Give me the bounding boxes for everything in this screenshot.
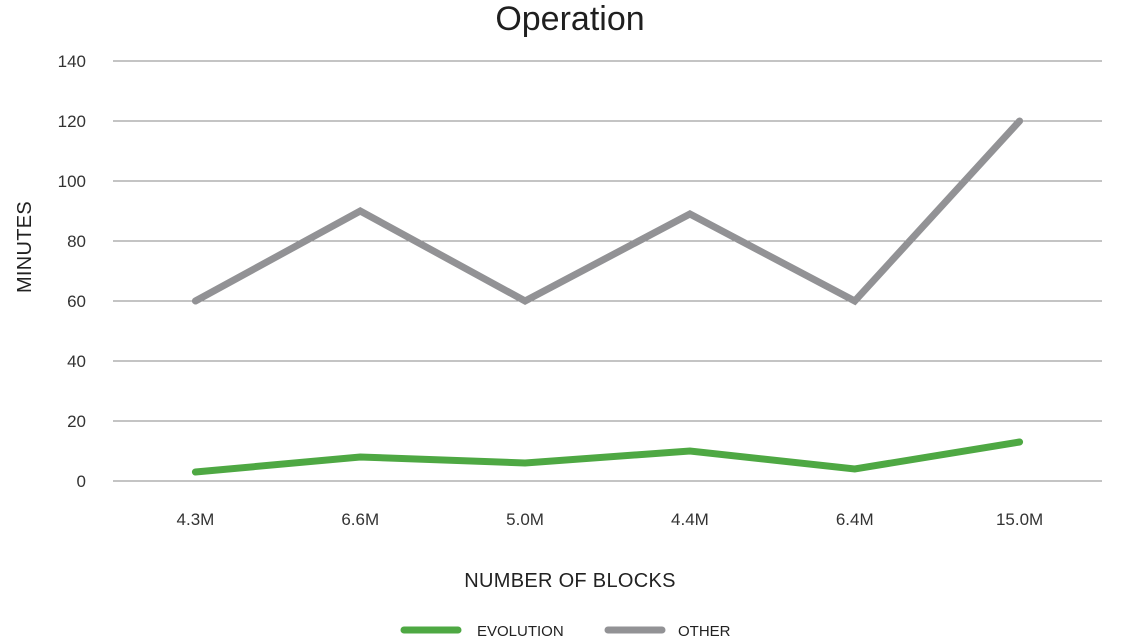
x-tick-label: 6.4M (836, 510, 874, 529)
data-point-evolution (523, 461, 527, 465)
x-tick-label: 4.3M (177, 510, 215, 529)
y-tick-label: 140 (58, 52, 86, 71)
data-point-other (853, 299, 857, 303)
y-axis-label: MINUTES (14, 201, 36, 293)
x-axis-label: NUMBER OF BLOCKS (464, 570, 676, 592)
x-tick-label: 5.0M (506, 510, 544, 529)
data-point-other (1018, 119, 1022, 123)
y-tick-label: 20 (67, 412, 86, 431)
series-line-other (191, 117, 1024, 306)
y-tick-label: 40 (67, 352, 86, 371)
data-point-other (688, 212, 692, 216)
x-tick-label: 15.0M (996, 510, 1043, 529)
data-point-evolution (358, 455, 362, 459)
y-tick-label: 0 (77, 472, 86, 491)
y-axis-ticks: 0 20 40 60 80 100 120 140 (58, 52, 86, 491)
data-point-other (358, 209, 362, 213)
y-tick-label: 100 (58, 172, 86, 191)
x-tick-label: 4.4M (671, 510, 709, 529)
legend-label-evolution: EVOLUTION (477, 623, 564, 640)
chart-title: Operation (495, 0, 644, 38)
x-axis-ticks: 4.3M 6.6M 5.0M 4.4M 6.4M 15.0M (177, 510, 1044, 529)
y-tick-label: 80 (67, 232, 86, 251)
legend-label-other: OTHER (678, 623, 731, 640)
legend: EVOLUTION OTHER (400, 623, 731, 640)
data-point-evolution (193, 470, 197, 474)
y-tick-label: 60 (67, 292, 86, 311)
data-point-evolution (853, 467, 857, 471)
series-line-evolution (191, 438, 1024, 476)
grid-lines (113, 60, 1102, 482)
data-point-other (523, 299, 527, 303)
data-point-evolution (1018, 440, 1022, 444)
data-point-evolution (688, 449, 692, 453)
x-tick-label: 6.6M (341, 510, 379, 529)
data-point-other (193, 299, 197, 303)
series-layer (191, 117, 1024, 476)
y-tick-label: 120 (58, 112, 86, 131)
